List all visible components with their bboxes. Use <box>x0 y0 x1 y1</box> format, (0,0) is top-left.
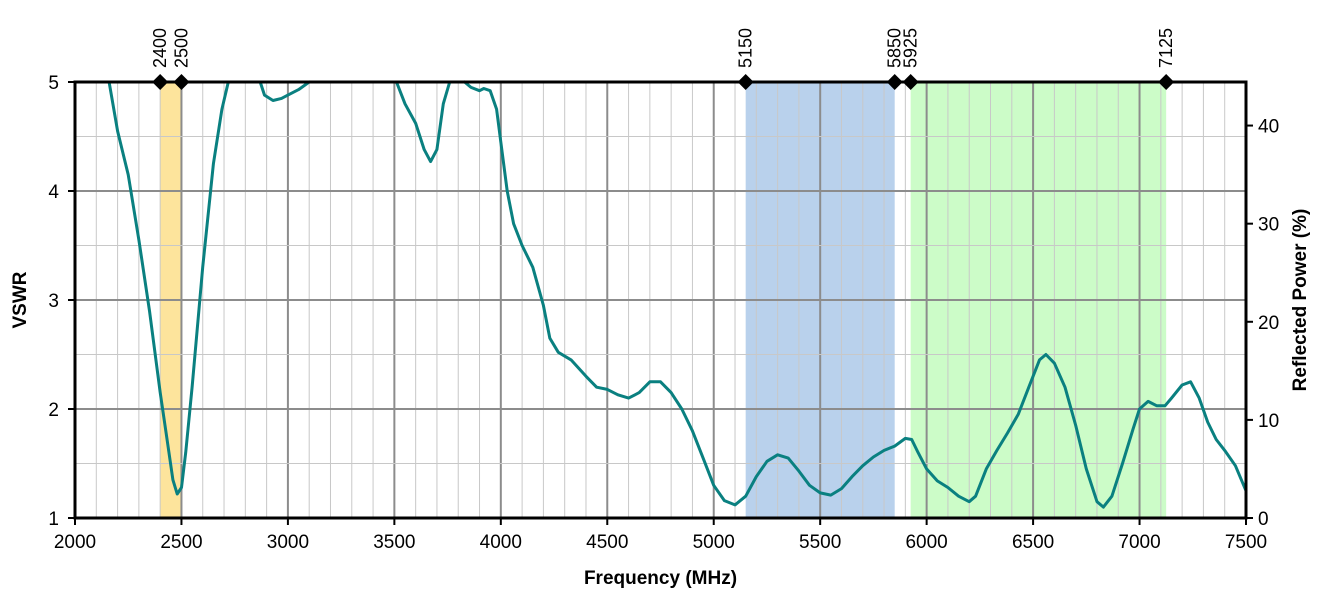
y-tick-label-5: 5 <box>48 73 59 94</box>
x-tick-label-5500: 5500 <box>799 532 841 553</box>
y-tick-label-2: 2 <box>48 400 59 421</box>
y2-tick-label-40: 40 <box>1258 117 1279 138</box>
x-tick-label-2000: 2000 <box>54 532 96 553</box>
x-tick-label-4000: 4000 <box>480 532 522 553</box>
y-axis-ticks: 1 2 3 4 5 <box>48 73 75 530</box>
marker-label-2500: 2500 <box>171 28 191 68</box>
x-tick-label-3500: 3500 <box>373 532 415 553</box>
marker-diamond-5925 <box>902 74 919 90</box>
series-0-segment-1 <box>258 80 311 102</box>
x-tick-label-7000: 7000 <box>1118 532 1160 553</box>
marker-label-5850: 5850 <box>885 28 905 68</box>
y2-axis-ticks: 0 10 20 30 40 <box>1246 117 1279 530</box>
series-0-segment-3 <box>463 80 1248 509</box>
y-tick-label-1: 1 <box>48 509 59 530</box>
marker-diamond-5150 <box>737 74 754 90</box>
marker-diamond-5850 <box>886 74 903 90</box>
x-axis-ticks: 2000 2500 3000 3500 4000 4500 5000 5500 6000 6500… <box>54 518 1267 553</box>
x-tick-label-2500: 2500 <box>160 532 202 553</box>
marker-diamond-2500 <box>173 74 190 90</box>
marker-diamond-7125 <box>1158 74 1175 90</box>
marker-label-7125: 7125 <box>1156 28 1176 68</box>
y-tick-label-4: 4 <box>48 182 59 203</box>
x-tick-label-7500: 7500 <box>1225 532 1267 553</box>
x-tick-label-3000: 3000 <box>267 532 309 553</box>
x-tick-label-4500: 4500 <box>586 532 628 553</box>
x-axis-title: Frequency (MHz) <box>584 568 737 589</box>
y2-tick-label-30: 30 <box>1258 215 1279 236</box>
marker-diamond-2400 <box>152 74 169 90</box>
series-0-segment-2 <box>395 80 452 164</box>
vswr-series <box>107 80 1248 509</box>
y2-tick-label-20: 20 <box>1258 313 1279 334</box>
marker-label-5925: 5925 <box>901 28 921 68</box>
marker-label-5150: 5150 <box>736 28 756 68</box>
marker-label-2400: 2400 <box>150 28 170 68</box>
y2-tick-label-10: 10 <box>1258 411 1279 432</box>
x-tick-label-6000: 6000 <box>905 532 947 553</box>
y-tick-label-3: 3 <box>48 291 59 312</box>
y2-tick-label-0: 0 <box>1258 509 1269 530</box>
grid-lines <box>75 82 1246 518</box>
x-tick-label-6500: 6500 <box>1012 532 1054 553</box>
series-0-segment-0 <box>107 80 230 496</box>
x-tick-label-5000: 5000 <box>693 532 735 553</box>
y-axis-title: VSWR <box>10 271 31 328</box>
y2-axis-title: Reflected Power (%) <box>1290 209 1311 392</box>
